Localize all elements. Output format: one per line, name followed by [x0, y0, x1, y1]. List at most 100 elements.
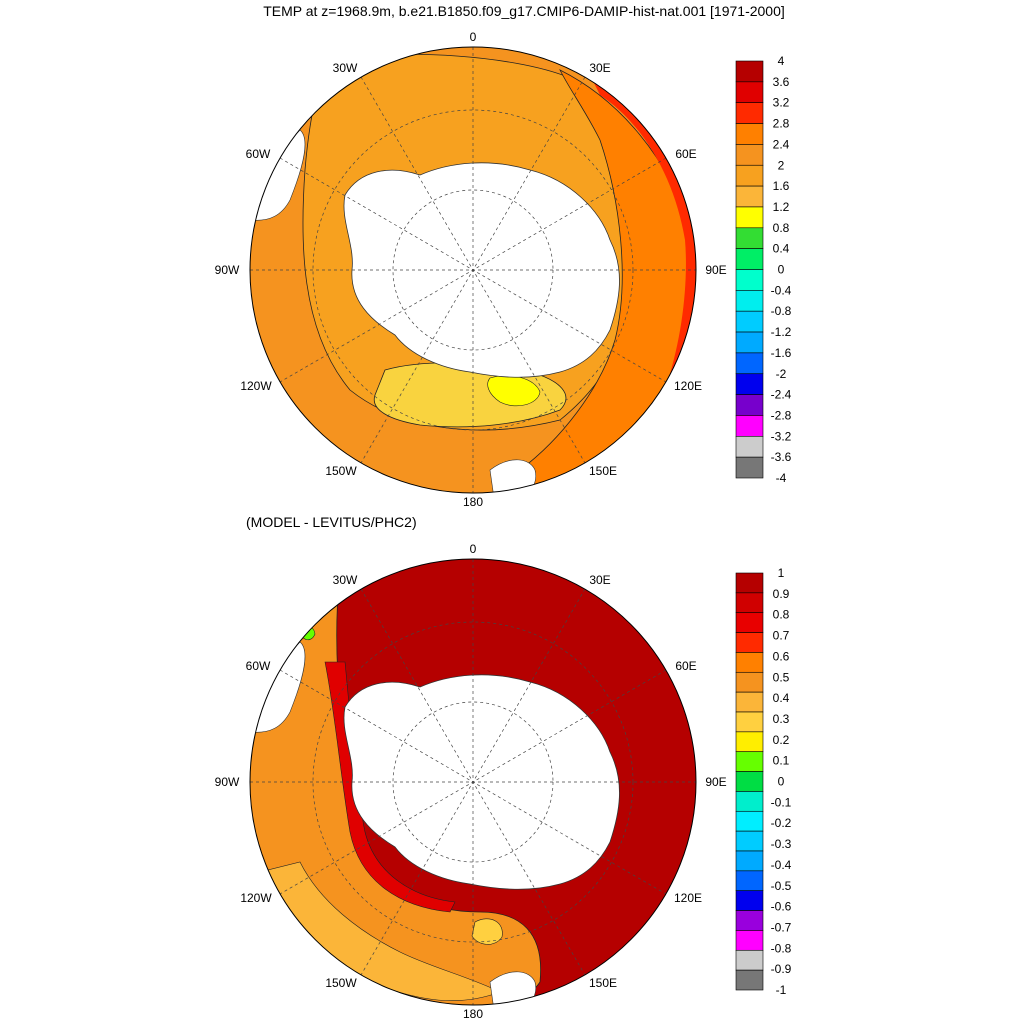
colorbar-swatch	[735, 671, 764, 693]
colorbar-swatch	[735, 691, 764, 713]
colorbar-label: -0.3	[771, 837, 792, 851]
colorbar-label: 2.4	[773, 137, 790, 151]
colorbar-label: 1	[778, 566, 785, 580]
colorbar-swatch	[735, 771, 764, 792]
colorbar-swatch	[735, 572, 764, 594]
model-temperature-panel: 0 30E 60E 90E 120E 150E 180 150W 120W 90W 60W 30W 4…	[215, 30, 792, 509]
longitude-labels: 0 30E 60E 90E 120E 150E 180 150W 120W 90W 60W 30W	[215, 542, 727, 1021]
difference-panel: 0 30E 60E 90E 120E 150E 180 150W 120W 90W 60W 30W 1…	[0, 512, 1024, 1024]
difference-subtitle: (MODEL - LEVITUS/PHC2)	[246, 514, 417, 530]
lon-label-60w: 60W	[246, 147, 271, 161]
colorbar-swatch	[735, 711, 764, 733]
colorbar-swatch	[735, 456, 764, 479]
colorbar: 4 3.6 3.2 2.8 2.4 2 1.6 1.2 0.8 0.4 0 -0.4 -0.8 -1.2 -…	[735, 54, 792, 485]
colorbar-label: 3.2	[773, 96, 790, 110]
lon-label-150e: 150E	[589, 976, 617, 990]
colorbar-swatch	[735, 227, 764, 249]
lon-label-180: 180	[463, 1007, 483, 1021]
lon-label-150e: 150E	[589, 464, 617, 478]
colorbar-label: 0.3	[773, 712, 790, 726]
colorbar-label: -0.8	[771, 941, 792, 955]
longitude-labels: 0 30E 60E 90E 120E 150E 180 150W 120W 90W 60W 30W	[215, 30, 727, 509]
colorbar: 1 0.9 0.8 0.7 0.6 0.5 0.4 0.3 0.2 0.1 0 -0.1 -0.2 -0.…	[735, 566, 792, 997]
colorbar-swatch	[735, 144, 764, 166]
colorbar-label: -0.2	[771, 816, 792, 830]
lon-label-30w: 30W	[333, 573, 358, 587]
colorbar-swatch	[735, 352, 764, 375]
colorbar-swatch	[735, 60, 764, 83]
colorbar-swatch	[735, 102, 764, 124]
colorbar-label: 0.2	[773, 733, 790, 747]
colorbar-swatch	[735, 394, 764, 416]
colorbar-label: 2.8	[773, 117, 790, 131]
colorbar-label: -3.2	[771, 429, 792, 443]
lon-label-150w: 150W	[325, 464, 357, 478]
lon-label-90w: 90W	[215, 263, 240, 277]
colorbar-label: -4	[776, 471, 787, 485]
graticule	[250, 47, 696, 493]
colorbar-label: 4	[778, 54, 785, 68]
lon-label-90e: 90E	[705, 263, 726, 277]
colorbar-label: 0.6	[773, 649, 790, 663]
colorbar-label: -0.4	[771, 283, 792, 297]
lon-label-120e: 120E	[674, 891, 702, 905]
colorbar-label: 0.8	[773, 221, 790, 235]
model-temperature-map: 0 30E 60E 90E 120E 150E 180 150W 120W 90W 60W 30W 4…	[215, 30, 792, 509]
map-boundary	[249, 558, 697, 1006]
lon-label-180: 180	[463, 495, 483, 509]
map-boundary	[249, 46, 697, 494]
colorbar-label: -3.6	[771, 450, 792, 464]
colorbar-label: -2	[776, 367, 787, 381]
colorbar-label: 0.1	[773, 754, 790, 768]
colorbar-label: -0.7	[771, 920, 792, 934]
colorbar-swatch	[735, 612, 764, 633]
colorbar-swatch	[735, 751, 764, 772]
colorbar-label: 3.6	[773, 75, 790, 89]
lon-label-150w: 150W	[325, 976, 357, 990]
colorbar-swatch	[735, 185, 764, 208]
antarctica-land	[343, 674, 620, 890]
lon-label-60e: 60E	[675, 659, 696, 673]
colorbar-swatch	[735, 652, 764, 673]
lon-label-90w: 90W	[215, 775, 240, 789]
colorbar-swatch	[735, 969, 764, 991]
australia-land	[489, 971, 537, 1005]
colorbar-swatch	[735, 269, 764, 291]
colorbar-swatch	[735, 850, 764, 872]
colorbar-label: -0.5	[771, 879, 792, 893]
colorbar-label: 0.9	[773, 587, 790, 601]
colorbar-label: -0.9	[771, 962, 792, 976]
colorbar-label: 1.2	[773, 200, 790, 214]
lon-label-30w: 30W	[333, 61, 358, 75]
colorbar-swatch	[735, 435, 764, 458]
lon-label-30e: 30E	[589, 61, 610, 75]
lon-label-0: 0	[470, 30, 477, 44]
difference-map: 0 30E 60E 90E 120E 150E 180 150W 120W 90W 60W 30W 1…	[215, 542, 792, 1021]
colorbar-label: -2.4	[771, 388, 792, 402]
colorbar-label: -1.2	[771, 325, 792, 339]
lon-label-30e: 30E	[589, 573, 610, 587]
colorbar-swatch	[735, 331, 764, 354]
australia-land	[489, 459, 537, 493]
lon-label-60e: 60E	[675, 147, 696, 161]
lon-label-120w: 120W	[240, 379, 272, 393]
colorbar-swatch	[735, 206, 764, 229]
lon-label-60w: 60W	[246, 659, 271, 673]
colorbar-label: -0.6	[771, 900, 792, 914]
colorbar-label: 0.4	[773, 242, 790, 256]
colorbar-swatch	[735, 123, 764, 145]
colorbar-swatch	[735, 248, 764, 270]
colorbar-swatch	[735, 791, 764, 812]
colorbar-swatch	[735, 810, 764, 832]
colorbar-label: 0.4	[773, 691, 790, 705]
colorbar-swatch	[735, 310, 764, 333]
colorbar-swatch	[735, 373, 764, 395]
colorbar-swatch	[735, 290, 764, 312]
colorbar-swatch	[735, 910, 764, 931]
colorbar-swatch	[735, 415, 764, 437]
colorbar-label: 0.5	[773, 670, 790, 684]
colorbar-swatch	[735, 81, 764, 103]
lon-label-0: 0	[470, 542, 477, 556]
colorbar-label: 0	[778, 775, 785, 789]
colorbar-label: -1	[776, 983, 787, 997]
